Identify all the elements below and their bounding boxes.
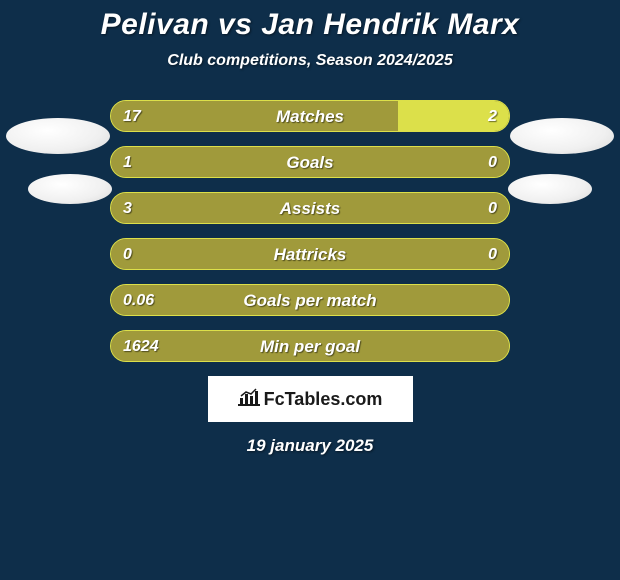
- page-subtitle: Club competitions, Season 2024/2025: [0, 52, 620, 70]
- bar-value-right: 2: [488, 101, 497, 132]
- bar-label: Goals: [111, 147, 509, 178]
- bar-label: Hattricks: [111, 239, 509, 270]
- logo-box: FcTables.com: [208, 376, 413, 422]
- stat-row: 0.06 Goals per match: [0, 284, 620, 318]
- bar-track: 1 Goals 0: [110, 146, 510, 178]
- stats-bars: 17 Matches 2 1 Goals 0 3 Assists 0: [0, 100, 620, 364]
- page-title: Pelivan vs Jan Hendrik Marx: [0, 0, 620, 42]
- bar-track: 1624 Min per goal: [110, 330, 510, 362]
- bar-label: Goals per match: [111, 285, 509, 316]
- bar-value-right: 0: [488, 193, 497, 224]
- comparison-infographic: Pelivan vs Jan Hendrik Marx Club competi…: [0, 0, 620, 580]
- bar-value-right: 0: [488, 239, 497, 270]
- bar-track: 0.06 Goals per match: [110, 284, 510, 316]
- bar-label: Assists: [111, 193, 509, 224]
- logo-text: FcTables.com: [238, 388, 383, 411]
- date-text: 19 january 2025: [0, 436, 620, 456]
- stat-row: 0 Hattricks 0: [0, 238, 620, 272]
- stat-row: 3 Assists 0: [0, 192, 620, 226]
- bar-track: 0 Hattricks 0: [110, 238, 510, 270]
- bar-track: 3 Assists 0: [110, 192, 510, 224]
- stat-row: 1624 Min per goal: [0, 330, 620, 364]
- bar-label: Min per goal: [111, 331, 509, 362]
- bar-track: 17 Matches 2: [110, 100, 510, 132]
- chart-icon: [238, 388, 260, 411]
- stat-row: 17 Matches 2: [0, 100, 620, 134]
- stat-row: 1 Goals 0: [0, 146, 620, 180]
- logo-label: FcTables.com: [264, 389, 383, 410]
- bar-label: Matches: [111, 101, 509, 132]
- bar-value-right: 0: [488, 147, 497, 178]
